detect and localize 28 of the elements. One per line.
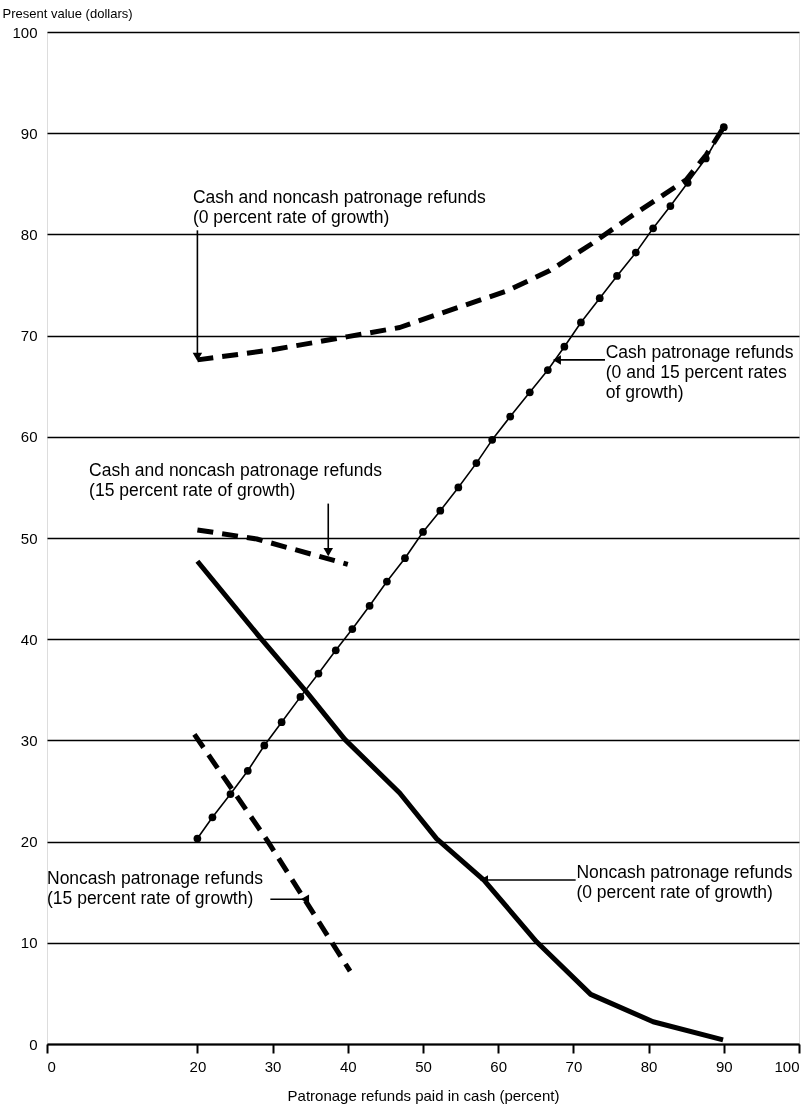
y-tick-label: 0 [29,1035,38,1053]
y-axis-title: Present value (dollars) [2,5,133,21]
annotation: Cash and noncash patronage refunds (15 percent rate of growth) [89,460,383,501]
x-tick-label: 50 [415,1057,432,1075]
x-tick-label: 100 [774,1057,800,1075]
x-tick-label: 20 [189,1057,207,1075]
x-tick-label: 70 [565,1057,583,1075]
y-tick-label: 60 [20,428,38,446]
y-tick-label: 50 [20,529,38,547]
y-tick-label: 20 [20,833,38,851]
annotation: Noncash patronage refunds (0 percent rate of growth) [576,861,793,902]
x-axis-title: Patronage refunds paid in cash (percent) [287,1086,560,1104]
annotation: Noncash patronage refunds (15 percent rate of growth) [47,867,264,908]
y-tick-label: 70 [20,327,38,345]
y-tick-label: 40 [20,630,38,648]
x-tick-label: 0 [47,1057,56,1075]
y-tick-label: 10 [20,934,38,952]
x-tick-label: 40 [339,1057,357,1075]
annotation: Cash patronage refunds (0 and 15 percent rates of growth) [605,341,794,402]
x-tick-label: 60 [490,1057,508,1075]
y-tick-label: 90 [20,124,38,142]
y-tick-label: 100 [12,23,38,41]
annotation: Cash and noncash patronage refunds (0 percent rate of growth) [192,186,486,227]
x-tick-label: 30 [264,1057,282,1075]
x-tick-label: 80 [640,1057,658,1075]
y-tick-label: 80 [20,225,38,243]
x-tick-label: 90 [715,1057,733,1075]
y-tick-label: 30 [20,731,38,749]
